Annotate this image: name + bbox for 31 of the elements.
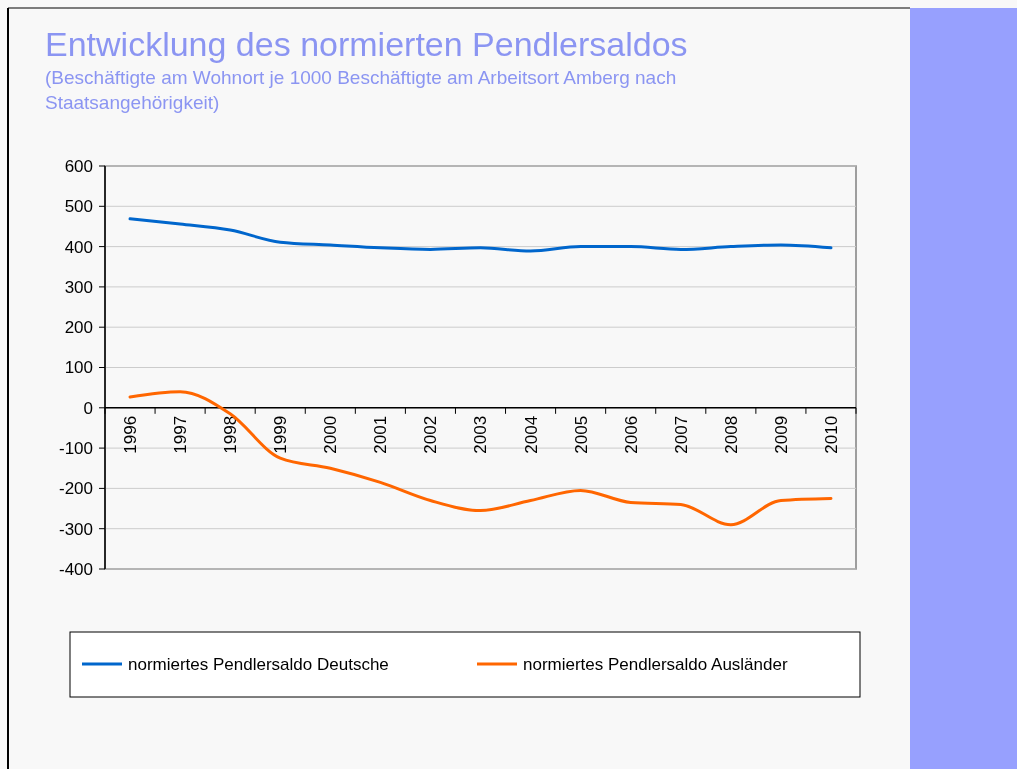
- x-tick-label: 2004: [521, 415, 541, 454]
- y-tick-label: 200: [64, 318, 93, 338]
- y-tick-label: 100: [64, 358, 93, 378]
- x-tick-label: 1997: [171, 415, 191, 454]
- y-tick-label: 600: [64, 156, 93, 176]
- x-tick-label: 2003: [471, 415, 491, 454]
- x-tick-label: 2008: [721, 415, 741, 454]
- x-tick-label: 1999: [271, 415, 291, 454]
- line-series: [128, 217, 833, 253]
- x-tick-label: 2007: [671, 415, 691, 454]
- y-tick-label: -300: [58, 519, 93, 539]
- x-tick-label: 2002: [421, 415, 441, 454]
- y-tick-label: 500: [64, 197, 93, 217]
- x-tick-label: 1996: [120, 415, 140, 454]
- legend-label: normiertes Pendlersaldo Deutsche: [128, 654, 389, 674]
- y-tick-label: -100: [58, 439, 93, 459]
- y-tick-label: 0: [83, 398, 93, 418]
- legend-label: normiertes Pendlersaldo Ausländer: [523, 654, 788, 674]
- y-tick-label: 400: [64, 237, 93, 257]
- x-tick-label: 2009: [771, 415, 791, 454]
- x-tick-label: 2001: [371, 415, 391, 454]
- y-tick-label: -400: [58, 559, 93, 579]
- x-tick-label: 2006: [621, 415, 641, 454]
- chart-title: Entwicklung des normierten Pendlersaldos: [45, 25, 688, 63]
- x-tick-label: 1998: [221, 415, 241, 454]
- y-tick-label: 300: [64, 277, 93, 297]
- y-tick-label: -200: [58, 479, 93, 499]
- chart-subtitle: (Beschäftigte am Wohnort je 1000 Beschäftigte am Arbeitsort Amberg nach Staatsangehörigkeit): [45, 67, 677, 113]
- x-tick-label: 2000: [321, 415, 341, 454]
- x-tick-label: 2010: [821, 415, 841, 454]
- x-tick-label: 2005: [571, 415, 591, 454]
